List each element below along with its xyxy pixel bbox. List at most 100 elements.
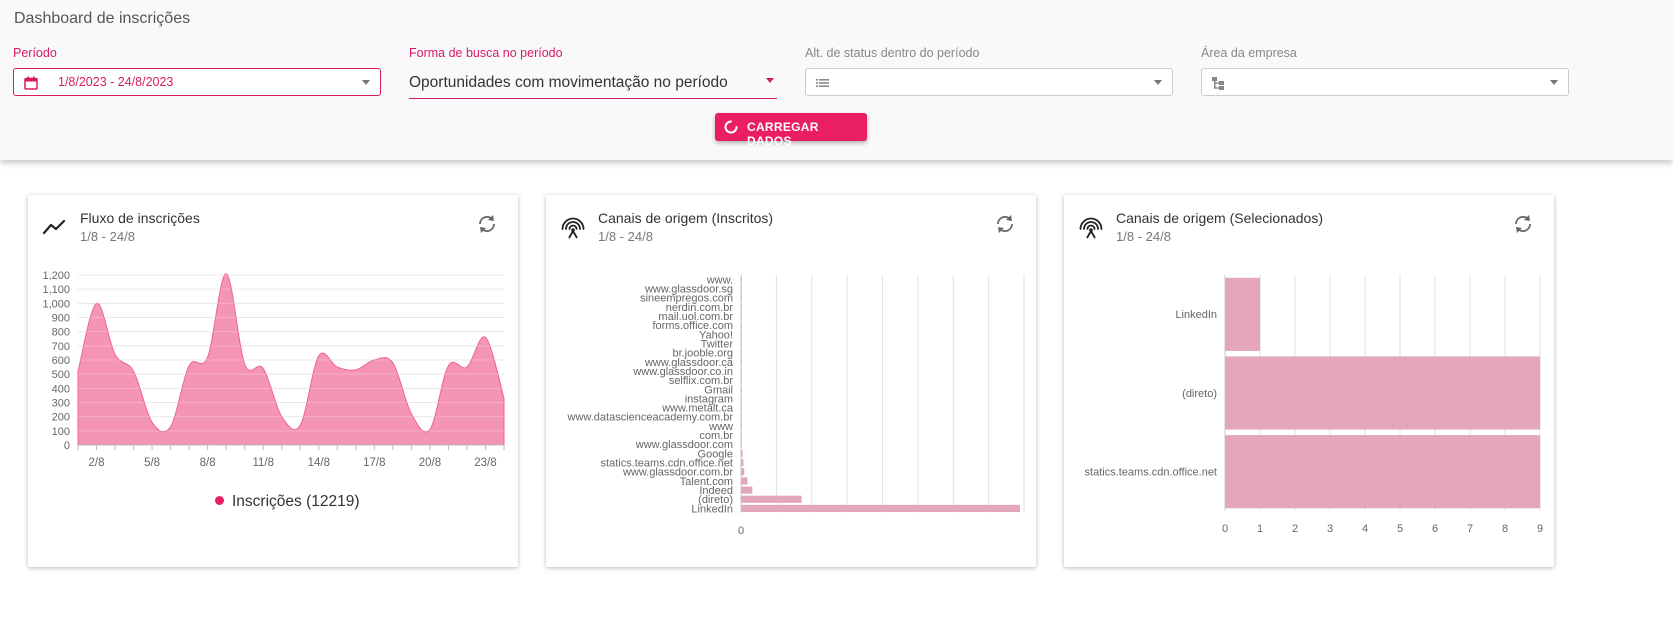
y-tick-label: 900 <box>52 313 70 325</box>
chart-legend: Inscrições (12219) <box>215 493 360 511</box>
chevron-down-icon <box>362 80 370 85</box>
category-label: www.glassdoor.co.in <box>632 366 733 378</box>
bar <box>741 285 742 293</box>
category-label: Twitter <box>701 339 734 351</box>
bar <box>1225 277 1260 351</box>
category-label: selflix.com.br <box>669 375 734 387</box>
x-tick-label: 14/8 <box>308 457 330 469</box>
x-tick-label: 7 <box>1467 523 1473 535</box>
hierarchy-icon <box>1212 77 1224 90</box>
periodo-value: 1/8/2023 - 24/8/2023 <box>58 75 174 89</box>
y-tick-label: 1,000 <box>42 298 70 310</box>
broadcast-icon <box>561 217 585 239</box>
bar <box>741 312 742 320</box>
area-select[interactable] <box>1201 68 1569 96</box>
legend-dot <box>215 496 224 505</box>
bar <box>741 294 742 302</box>
x-tick-label: 3 <box>1327 523 1333 535</box>
category-label: br.jooble.org <box>672 348 733 360</box>
bar <box>741 349 742 357</box>
x-tick-label: 17/8 <box>363 457 385 469</box>
y-tick-label: 800 <box>52 327 70 339</box>
x-tick-label: 6 <box>1432 523 1438 535</box>
bar <box>741 431 742 439</box>
y-tick-label: 300 <box>52 398 70 410</box>
refresh-icon[interactable] <box>994 213 1016 235</box>
refresh-icon[interactable] <box>1512 213 1534 235</box>
bar <box>741 477 748 485</box>
category-label: sineempregos.com <box>640 293 733 305</box>
x-tick-label: 1 <box>1257 523 1263 535</box>
bar <box>741 376 742 384</box>
bar <box>741 486 753 494</box>
bar <box>741 504 1020 512</box>
card-subtitle: 1/8 - 24/8 <box>598 229 653 244</box>
bar <box>741 468 745 476</box>
category-label: instagram <box>685 393 733 405</box>
x-tick-label: 8/8 <box>200 457 216 469</box>
bar <box>741 330 742 339</box>
carregar-dados-label: CARREGAR DADOS <box>747 120 819 148</box>
bar <box>1225 356 1540 430</box>
forma-busca-select[interactable]: Oportunidades com movimentação no períod… <box>409 68 777 99</box>
category-label: statics.teams.cdn.office.net <box>1085 467 1217 479</box>
x-tick-label: 5 <box>1397 523 1403 535</box>
bar <box>741 367 742 375</box>
category-label: www. <box>706 274 733 286</box>
bar <box>741 422 742 430</box>
bar <box>741 303 742 311</box>
forma-busca-label: Forma de busca no período <box>409 46 563 60</box>
category-label: www.datascienceacademy.com.br <box>567 412 734 424</box>
x-tick-label: 5/8 <box>144 457 160 469</box>
bar <box>741 385 742 393</box>
chevron-down-icon <box>766 78 774 83</box>
bar <box>741 404 742 412</box>
x-tick-label: 23/8 <box>474 457 496 469</box>
category-label: Google <box>698 448 733 460</box>
periodo-date-picker[interactable]: 1/8/2023 - 24/8/2023 <box>13 68 381 96</box>
canais-selecionados-bar-chart: LinkedIn (direto) statics.teams.cdn.office… <box>1085 275 1543 535</box>
broadcast-icon <box>1079 217 1103 239</box>
category-label: com.br <box>699 430 733 442</box>
card-canais-selecionados: Canais de origem (Selecionados) 1/8 - 24… <box>1064 195 1554 567</box>
card-title: Canais de origem (Inscritos) <box>598 210 774 226</box>
x-tick-label: 9 <box>1537 523 1543 535</box>
alt-status-label: Alt. de status dentro do período <box>805 46 980 60</box>
list-icon <box>816 79 829 87</box>
category-label: nerdin.com.br <box>666 302 734 314</box>
card-subtitle: 1/8 - 24/8 <box>80 229 135 244</box>
category-label: statics.teams.cdn.office.net <box>601 458 733 470</box>
y-tick-label: 1,100 <box>42 284 70 296</box>
refresh-icon[interactable] <box>476 213 498 235</box>
x-tick-label: 0 <box>1222 523 1228 535</box>
bar <box>741 495 802 503</box>
y-tick-label: 1,200 <box>42 270 70 282</box>
category-label: www.glassdoor.com <box>635 439 733 451</box>
bar <box>741 449 743 458</box>
card-title: Fluxo de inscrições <box>80 210 200 226</box>
bar <box>741 440 742 448</box>
canais-inscritos-bar-chart: www.www.glassdoor.sgsineempregos.comnerd… <box>567 274 1025 537</box>
bar <box>741 340 742 348</box>
carregar-dados-button[interactable]: CARREGAR DADOS <box>715 113 867 148</box>
chevron-down-icon <box>1550 80 1558 85</box>
y-tick-label: 400 <box>52 383 70 395</box>
category-label: Yahoo! <box>699 329 733 341</box>
bar <box>741 395 742 403</box>
category-label: LinkedIn <box>1175 309 1217 321</box>
category-label: www.glassdoor.ca <box>644 357 734 369</box>
legend-label: Inscrições (12219) <box>232 493 360 510</box>
y-tick-label: 200 <box>52 412 70 424</box>
bar <box>741 358 742 366</box>
x-tick-label: 0 <box>738 525 744 537</box>
fluxo-area-chart: 0 100 200 300 400 500 600 700 800 900 1,000 1,100 1,… <box>42 270 505 469</box>
x-tick-label: 11/8 <box>252 457 274 469</box>
periodo-label: Período <box>13 46 57 60</box>
category-label: www.glassdoor.sg <box>644 284 733 296</box>
category-label: Gmail <box>704 384 733 396</box>
alt-status-select[interactable] <box>805 68 1173 96</box>
loading-spinner-icon <box>724 120 738 134</box>
bar <box>741 321 742 329</box>
category-label: LinkedIn <box>691 503 733 515</box>
bar <box>1225 435 1540 509</box>
